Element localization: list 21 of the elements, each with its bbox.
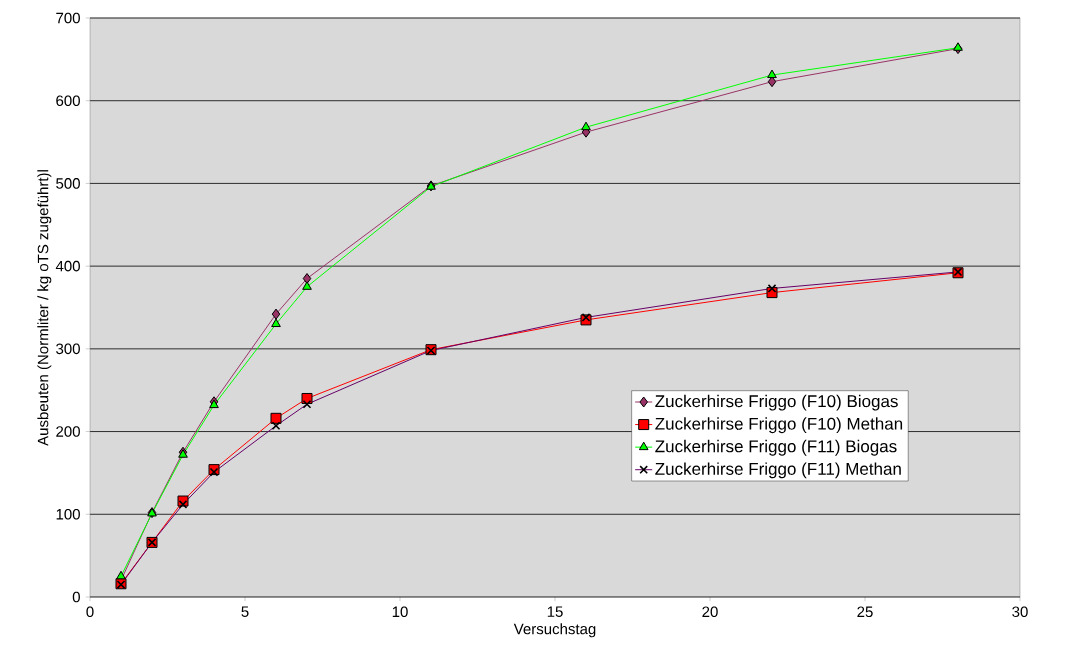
x-tick-label: 10 <box>392 606 408 618</box>
legend-label: Zuckerhirse Friggo (F11) Biogas <box>655 439 897 456</box>
x-tick-label: 25 <box>857 606 873 618</box>
x-tick-label: 5 <box>241 606 249 617</box>
x-tick-label: 30 <box>1012 606 1028 618</box>
y-tick-label: 300 <box>56 343 80 355</box>
y-axis-title: Ausbeuten (Normliter / kg oTS zugeführt)l <box>37 170 52 446</box>
x-axis-title: Versuchstag <box>513 623 596 638</box>
y-tick-label: 100 <box>56 508 80 520</box>
y-tick-label: 600 <box>56 95 80 107</box>
y-tick-label: 400 <box>55 260 80 272</box>
x-tick-label: 15 <box>547 606 563 617</box>
y-tick-label: 500 <box>56 178 80 189</box>
y-tick-label: 200 <box>56 426 80 437</box>
legend-label: Zuckerhirse Friggo (F11) Methan <box>655 462 901 479</box>
y-tick-label: 700 <box>56 12 80 24</box>
x-tick-label: 20 <box>702 606 718 618</box>
legend-label: Zuckerhirse Friggo (F10) Methan <box>655 417 903 434</box>
x-tick-label: 0 <box>86 606 94 618</box>
legend-label: Zuckerhirse Friggo (F10) Biogas <box>655 394 898 411</box>
y-tick-label: 0 <box>72 591 80 603</box>
